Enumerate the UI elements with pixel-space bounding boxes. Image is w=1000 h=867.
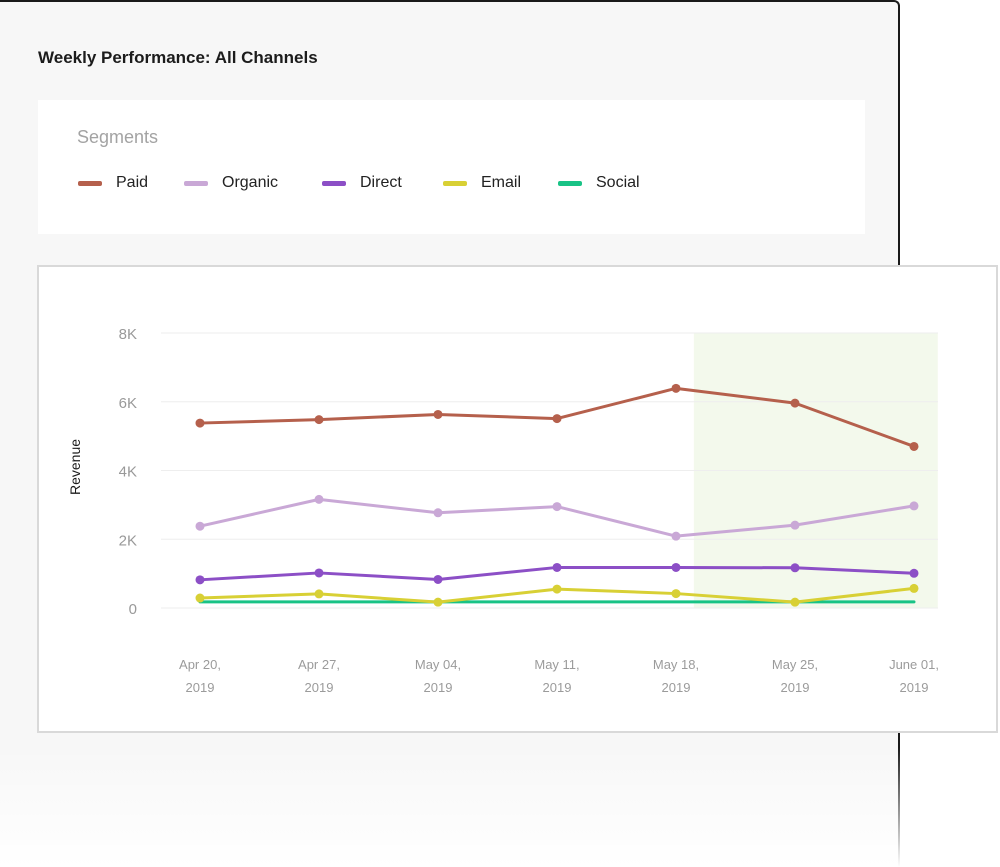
data-point-direct xyxy=(433,574,443,584)
legend-item-email[interactable]: Email xyxy=(443,174,521,192)
x-tick-label-year: 2019 xyxy=(662,680,691,695)
data-point-email xyxy=(909,583,919,593)
y-axis-label: Revenue xyxy=(67,439,83,495)
data-point-organic xyxy=(790,520,800,530)
data-point-email xyxy=(671,589,681,599)
x-tick-label-year: 2019 xyxy=(781,680,810,695)
x-tick-label: June 01, xyxy=(889,657,939,672)
data-point-email xyxy=(552,584,562,594)
data-point-direct xyxy=(552,562,562,572)
data-point-email xyxy=(433,597,443,607)
legend-item-direct[interactable]: Direct xyxy=(322,174,402,192)
x-tick-label: May 18, xyxy=(653,657,699,672)
data-point-paid xyxy=(433,409,443,419)
data-point-paid xyxy=(552,414,562,424)
x-tick-label: May 04, xyxy=(415,657,461,672)
x-tick-label: Apr 20, xyxy=(179,657,221,672)
data-point-email xyxy=(314,589,324,599)
x-tick-label-year: 2019 xyxy=(305,680,334,695)
data-point-organic xyxy=(909,501,919,511)
legend-swatch xyxy=(184,180,208,186)
x-tick-label: May 11, xyxy=(534,657,579,672)
legend-label: Email xyxy=(481,174,522,191)
y-tick-label: 8K xyxy=(119,326,137,343)
line-chart: 0 2K 4K 6K 8K Apr 20, 2019 Apr 27, 2019 May 04, 20… xyxy=(67,326,939,695)
page-title: Weekly Performance: All Channels xyxy=(38,48,318,67)
data-point-email xyxy=(790,597,800,607)
chart-card: 0 2K 4K 6K 8K Apr 20, 2019 Apr 27, 2019 May 04, 20… xyxy=(37,265,998,733)
legend-panel: Segments Paid Organic Direct Email Socia… xyxy=(38,100,865,234)
data-point-email xyxy=(195,593,205,603)
data-point-organic xyxy=(671,531,681,541)
legend-label: Social xyxy=(596,174,640,191)
y-tick-label: 2K xyxy=(119,532,137,549)
data-point-direct xyxy=(909,568,919,578)
data-point-direct xyxy=(671,562,681,572)
x-tick-label-year: 2019 xyxy=(186,680,215,695)
legend-item-social[interactable]: Social xyxy=(558,174,640,192)
data-point-organic xyxy=(433,508,443,518)
data-point-paid xyxy=(671,383,681,393)
data-point-direct xyxy=(314,568,324,578)
data-point-paid xyxy=(790,398,800,408)
y-tick-label: 0 xyxy=(129,601,137,618)
legend-swatch xyxy=(443,180,467,186)
data-point-organic xyxy=(314,494,324,504)
data-point-paid xyxy=(195,418,205,428)
legend-label: Paid xyxy=(116,174,149,191)
legend-swatch xyxy=(558,180,582,186)
legend-heading: Segments xyxy=(77,127,159,147)
x-tick-label-year: 2019 xyxy=(424,680,453,695)
legend-item-organic[interactable]: Organic xyxy=(184,174,278,192)
legend-swatch xyxy=(322,180,346,186)
data-point-direct xyxy=(790,563,800,573)
legend-swatch xyxy=(78,180,102,186)
legend-item-paid[interactable]: Paid xyxy=(78,174,148,192)
y-tick-label: 4K xyxy=(119,464,137,481)
data-point-organic xyxy=(195,521,205,531)
legend-label: Organic xyxy=(222,174,279,191)
y-tick-label: 6K xyxy=(119,395,137,412)
data-point-direct xyxy=(195,575,205,585)
x-tick-label-year: 2019 xyxy=(543,680,572,695)
data-point-paid xyxy=(909,441,919,451)
x-tick-label: Apr 27, xyxy=(298,657,340,672)
data-point-paid xyxy=(314,415,324,425)
data-point-organic xyxy=(552,502,562,512)
legend-label: Direct xyxy=(360,174,402,191)
x-tick-label: May 25, xyxy=(772,657,818,672)
x-tick-label-year: 2019 xyxy=(900,680,929,695)
